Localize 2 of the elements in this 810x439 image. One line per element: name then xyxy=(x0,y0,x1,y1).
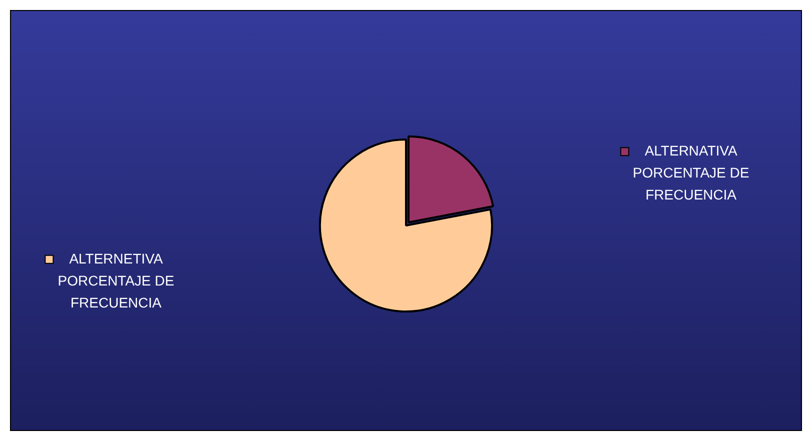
legend-label: ALTERNETIVA PORCENTAJE DE FRECUENCIA xyxy=(58,250,174,310)
legend-label: ALTERNATIVA PORCENTAJE DE FRECUENCIA xyxy=(632,142,750,202)
